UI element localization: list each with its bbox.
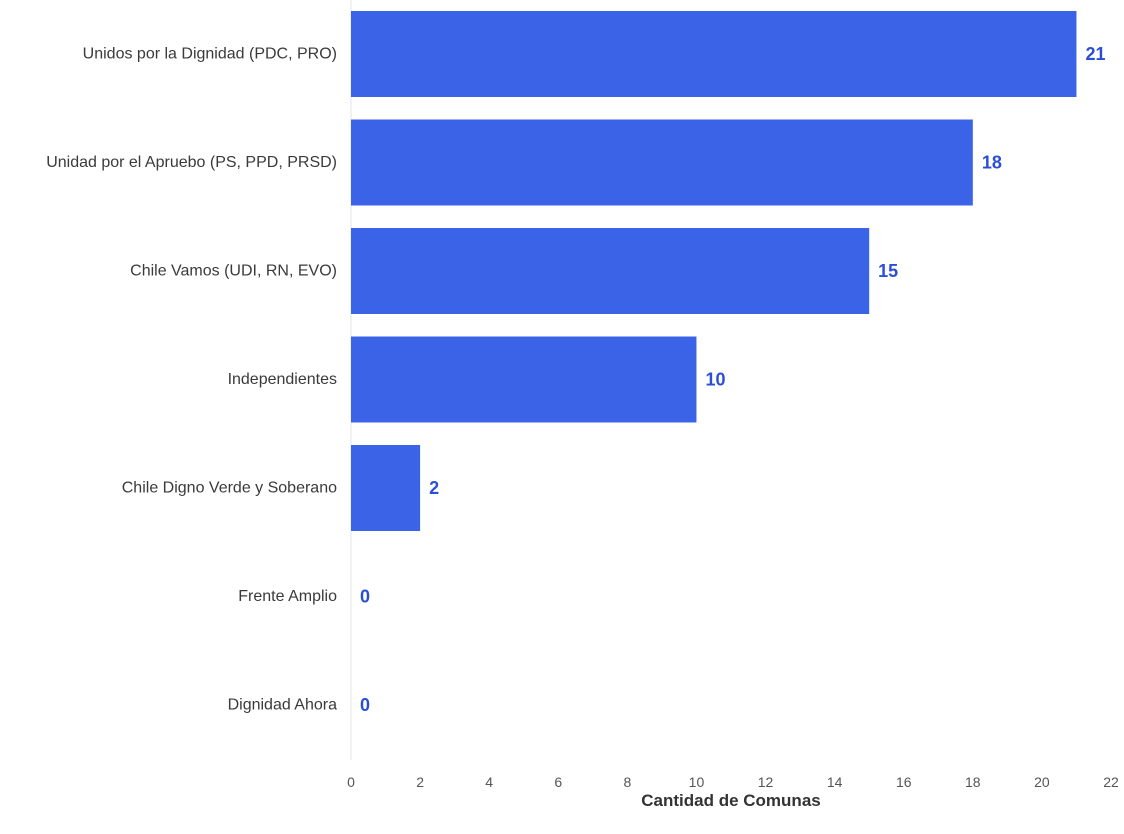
x-tick-label: 4 xyxy=(485,774,493,790)
category-label: Unidos por la Dignidad (PDC, PRO) xyxy=(83,46,337,63)
x-tick-label: 16 xyxy=(896,774,912,790)
x-tick-label: 18 xyxy=(965,774,981,790)
x-tick-label: 6 xyxy=(554,774,562,790)
value-labels: 21 18 15 10 2 0 0 xyxy=(360,44,1105,715)
x-tick-label: 8 xyxy=(623,774,631,790)
x-tick-label: 0 xyxy=(347,774,355,790)
x-axis-title: Cantidad de Comunas xyxy=(641,791,820,810)
bar xyxy=(351,119,973,206)
value-label: 10 xyxy=(705,370,725,390)
category-labels: Unidos por la Dignidad (PDC, PRO) Unidad … xyxy=(46,46,337,714)
bars-group xyxy=(351,11,1077,531)
x-tick-label: 10 xyxy=(689,774,705,790)
x-tick-label: 12 xyxy=(758,774,774,790)
bar xyxy=(351,11,1077,97)
value-label: 18 xyxy=(982,153,1002,173)
bar xyxy=(351,445,421,531)
category-label: Dignidad Ahora xyxy=(228,697,338,714)
x-tick-label: 14 xyxy=(827,774,843,790)
bar xyxy=(351,336,697,423)
category-label: Frente Amplio xyxy=(238,588,337,605)
value-label: 2 xyxy=(429,478,439,498)
category-label: Independientes xyxy=(228,371,337,388)
value-label: 0 xyxy=(360,587,370,607)
category-label: Chile Digno Verde y Soberano xyxy=(122,480,337,497)
x-tick-label: 22 xyxy=(1103,774,1119,790)
x-axis-ticks: 0 2 4 6 8 10 12 14 16 18 20 22 xyxy=(347,774,1119,790)
category-label: Chile Vamos (UDI, RN, EVO) xyxy=(130,263,337,280)
x-tick-label: 2 xyxy=(416,774,424,790)
value-label: 0 xyxy=(360,695,370,715)
value-label: 15 xyxy=(878,261,898,281)
value-label: 21 xyxy=(1085,44,1105,64)
bar xyxy=(351,228,870,314)
category-label: Unidad por el Apruebo (PS, PPD, PRSD) xyxy=(46,154,337,171)
x-tick-label: 20 xyxy=(1034,774,1050,790)
